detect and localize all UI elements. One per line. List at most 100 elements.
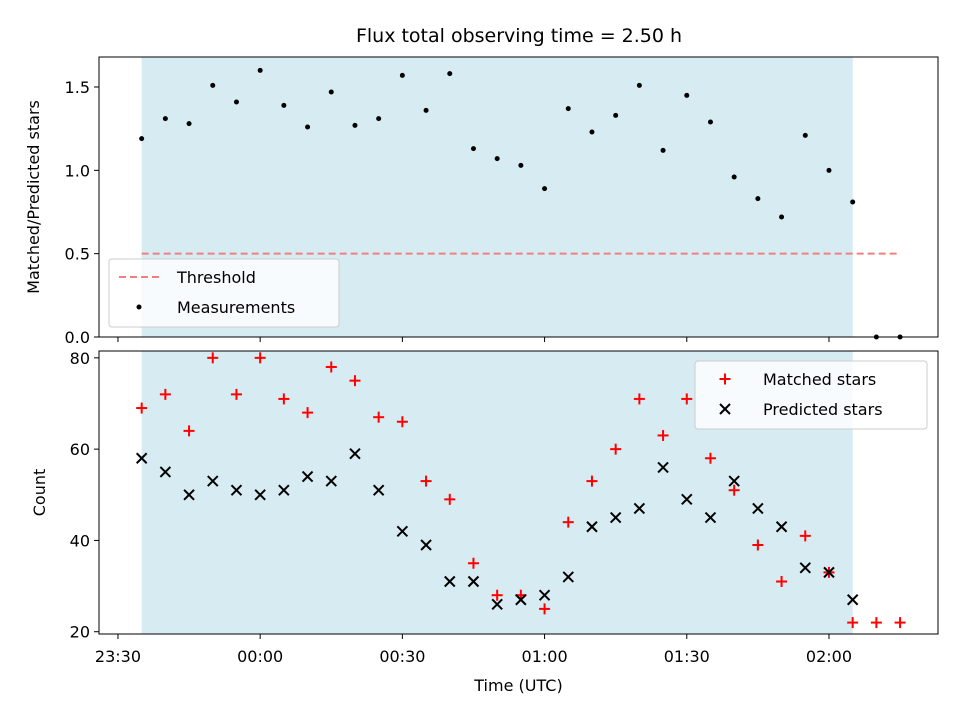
predicted-point (183, 489, 195, 501)
count-x-ticks: 23:30 00:00 00:30 01:00 01:30 02:00 (95, 634, 852, 666)
legend-predicted-swatch (719, 403, 731, 415)
matched-point (420, 475, 432, 487)
predicted-point (135, 452, 148, 464)
predicted-point (254, 489, 266, 501)
y-tick-label: 1.0 (65, 161, 90, 180)
x-tick-label: 00:00 (237, 647, 283, 666)
predicted-point (325, 475, 337, 487)
x-tick-label: 01:30 (664, 647, 710, 666)
measurement-point (233, 99, 239, 105)
matched-point (373, 411, 385, 423)
x-tick-label: 01:00 (522, 647, 568, 666)
measurement-point (494, 156, 500, 162)
y-tick-label: 40 (70, 531, 90, 550)
matched-point (728, 484, 740, 496)
measurement-point (470, 146, 476, 152)
matched-point (894, 617, 906, 629)
x-tick-label: 00:30 (379, 647, 425, 666)
matched-point (704, 452, 716, 464)
cross-b (657, 461, 669, 474)
predicted-point (681, 493, 693, 506)
measurement-point (636, 82, 642, 88)
matched-point (491, 589, 503, 601)
cross-b (775, 521, 788, 533)
predicted-point (562, 571, 574, 583)
cross-b (752, 502, 764, 515)
legend-matched-label: Matched stars (763, 370, 876, 389)
measurement-point (755, 196, 761, 202)
measurement-point (305, 124, 311, 130)
legend-matched-swatch (719, 373, 731, 385)
cross-b (609, 511, 622, 524)
x-axis-label: Time (UTC) (473, 676, 562, 695)
predicted-point (609, 511, 622, 524)
predicted-point (491, 598, 503, 611)
cross-b (719, 403, 731, 415)
matched-point (681, 393, 693, 405)
measurement-point (399, 72, 405, 78)
matched-point (183, 425, 195, 437)
cross-b (301, 470, 314, 483)
cross-b (207, 475, 219, 487)
cross-b (325, 475, 337, 487)
predicted-point (657, 461, 669, 474)
cross-b (467, 575, 480, 588)
count-y-axis-label: Count (30, 469, 49, 517)
predicted-point (775, 521, 788, 533)
ratio-x-ticks (117, 337, 830, 342)
matched-point (586, 475, 598, 487)
measurement-point (731, 174, 737, 180)
cross-b (396, 525, 409, 538)
matched-point (633, 393, 645, 405)
matched-point (136, 402, 148, 414)
measurement-point (589, 129, 595, 135)
cross-b (183, 489, 195, 501)
legend-cross-mark (719, 403, 731, 415)
cross-b (538, 589, 551, 601)
measurement-points (139, 67, 903, 340)
matched-point (467, 557, 479, 569)
cross-b (728, 475, 740, 487)
ratio-panel: 0.0 0.5 1.0 1.5 Matched/Predicted stars Thr… (24, 56, 939, 347)
chart-title: Flux total observing time = 2.50 h (356, 25, 682, 47)
matched-point (302, 407, 314, 419)
measurement-point (281, 102, 287, 108)
measurement-point (447, 71, 453, 77)
ratio-legend: Threshold Measurements (108, 258, 340, 328)
predicted-point (728, 475, 740, 487)
count-legend-box (694, 360, 928, 430)
predicted-point (467, 575, 480, 588)
y-tick-label: 1.5 (65, 78, 90, 97)
matched-point (870, 617, 882, 629)
matched-point (776, 576, 788, 588)
cross-b (491, 598, 503, 611)
measurement-point (186, 121, 192, 127)
measurement-point (613, 112, 619, 118)
measurement-point (850, 199, 856, 205)
predicted-point (349, 447, 361, 460)
predicted-point (230, 484, 243, 496)
cross-b (681, 493, 693, 506)
ratio-y-ticks: 0.0 0.5 1.0 1.5 (65, 78, 99, 347)
predicted-point (515, 594, 527, 606)
cross-b (823, 566, 835, 579)
predicted-point (823, 566, 835, 579)
cross-b (799, 562, 811, 574)
matched-point (254, 352, 266, 364)
legend-predicted-label: Predicted stars (763, 400, 883, 419)
predicted-point (704, 511, 717, 524)
y-tick-label: 20 (70, 623, 90, 642)
matched-point (325, 361, 337, 373)
matched-point (230, 388, 242, 400)
cross-b (515, 594, 527, 606)
predicted-point (633, 502, 646, 515)
legend-measurements-swatch (136, 304, 142, 310)
matched-point (444, 493, 456, 505)
measurement-point (518, 162, 524, 168)
y-tick-label: 0.0 (65, 328, 90, 347)
matched-point (159, 388, 171, 400)
predicted-point (586, 521, 598, 533)
measurement-point (423, 107, 429, 113)
measurement-point (802, 132, 808, 138)
